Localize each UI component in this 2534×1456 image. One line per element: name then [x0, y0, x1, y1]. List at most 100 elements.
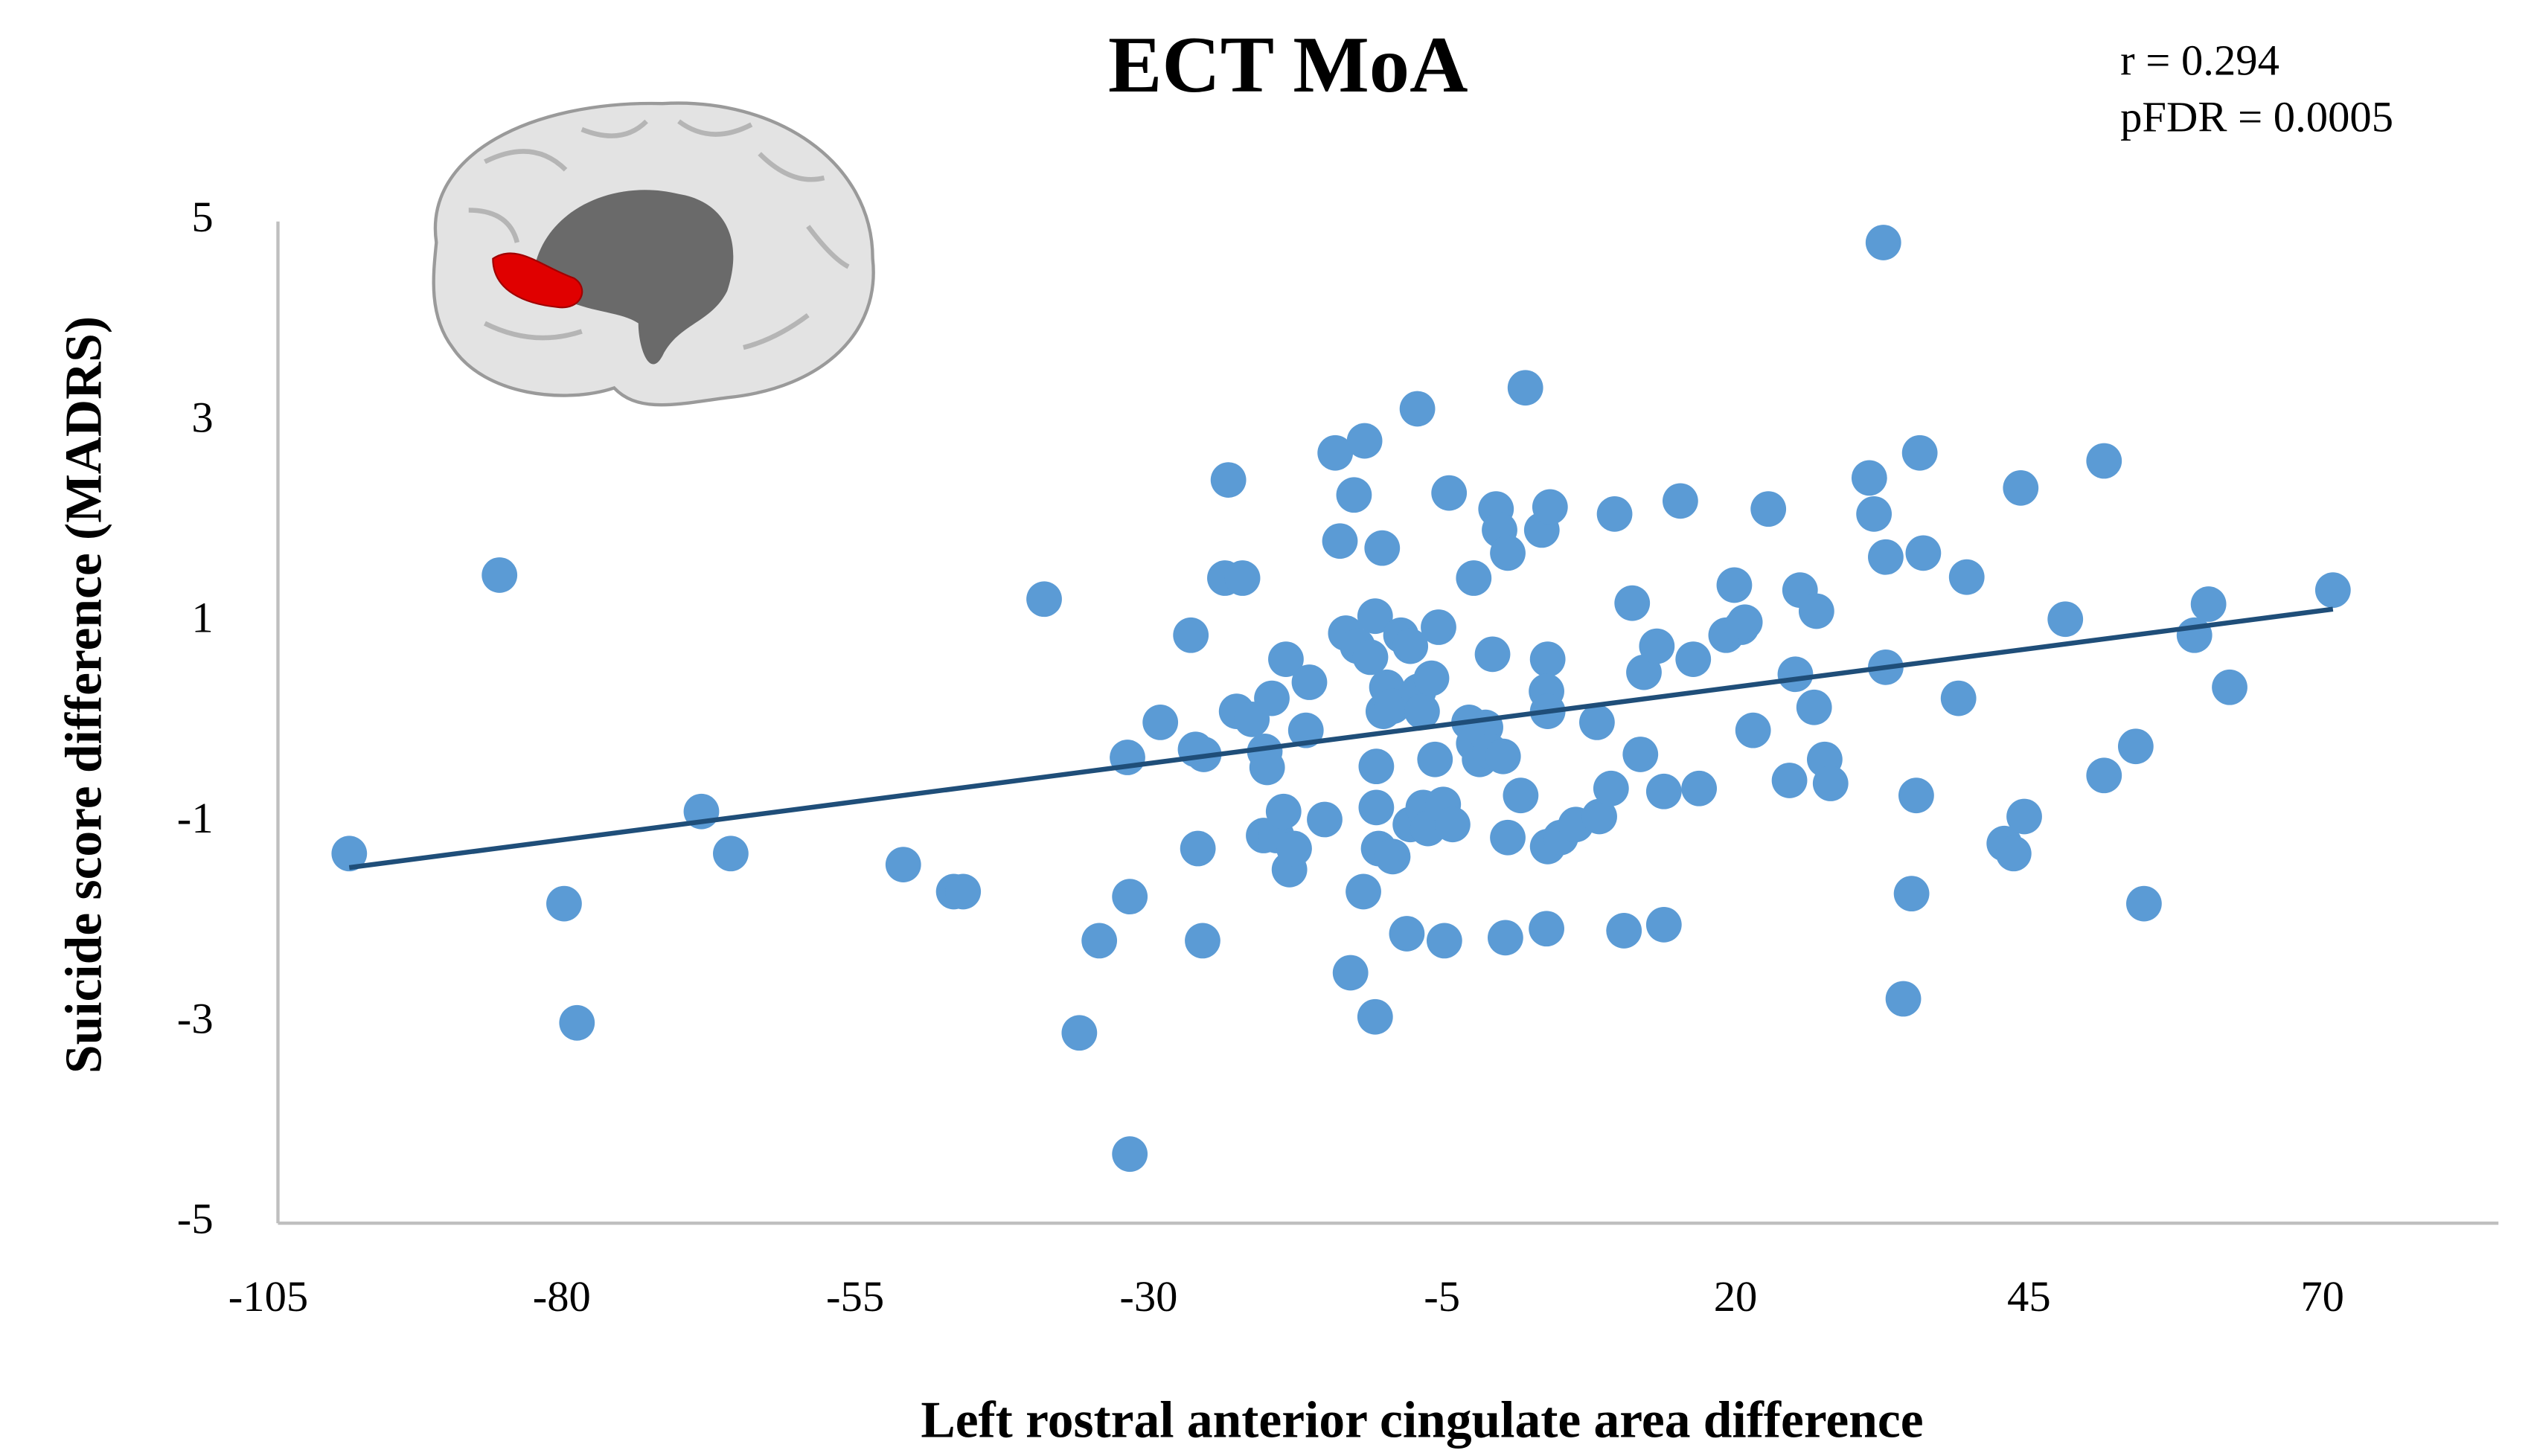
y-tick-label: -5	[177, 1195, 214, 1243]
point	[1268, 641, 1304, 677]
point	[2047, 601, 2084, 638]
point	[2314, 572, 2351, 609]
point	[1112, 1136, 1148, 1173]
point	[1389, 916, 1425, 952]
point	[1893, 876, 1930, 912]
point	[885, 847, 921, 882]
point	[1352, 639, 1389, 676]
point	[1868, 539, 1904, 575]
point	[1614, 585, 1651, 621]
point	[1529, 641, 1566, 677]
x-tick-label: 70	[2300, 1272, 2344, 1321]
point	[1357, 998, 1393, 1035]
point	[1681, 770, 1718, 806]
point	[1404, 693, 1440, 729]
point	[1210, 462, 1247, 498]
x-tick-label: -5	[1424, 1272, 1460, 1321]
point	[1026, 581, 1062, 618]
y-tick-label: 5	[191, 193, 213, 241]
point	[1421, 609, 1456, 645]
point	[1375, 688, 1411, 725]
y-tick-label: 3	[191, 393, 213, 441]
trend-line	[348, 606, 2334, 870]
point	[1413, 660, 1450, 696]
annotation: pFDR = 0.0005	[2120, 93, 2393, 141]
point	[1796, 689, 1832, 725]
point	[1081, 923, 1118, 959]
point	[1532, 489, 1568, 525]
annotation: r = 0.294	[2120, 36, 2279, 85]
x-tick-label: 20	[1714, 1272, 1758, 1321]
point	[1224, 560, 1261, 596]
point	[1798, 593, 1834, 629]
point	[1431, 475, 1468, 511]
x-tick-label: -105	[228, 1272, 308, 1321]
point	[2212, 669, 2247, 705]
brain-illustration	[432, 101, 875, 407]
point	[1358, 748, 1395, 785]
point	[1503, 777, 1539, 814]
point	[1142, 705, 1179, 740]
point	[1593, 770, 1629, 806]
point	[1392, 628, 1429, 664]
point	[1332, 955, 1369, 991]
point	[1375, 838, 1411, 875]
point	[1490, 819, 1526, 856]
point	[1399, 391, 1436, 427]
point	[1663, 483, 1698, 519]
point	[1254, 680, 1290, 716]
x-axis-title: Left rostral anterior cingulate area dif…	[921, 1391, 1923, 1449]
point	[1606, 913, 1642, 949]
point	[1346, 873, 1381, 910]
x-tick-label: -55	[826, 1272, 884, 1321]
point	[1581, 798, 1617, 835]
x-tick-label: 45	[2007, 1272, 2051, 1321]
point	[559, 1004, 595, 1041]
point	[2190, 586, 2227, 622]
point	[2126, 885, 2162, 922]
point	[945, 873, 982, 910]
chart-title: ECT MoA	[1108, 20, 1468, 109]
point	[1291, 664, 1328, 700]
point	[1735, 712, 1771, 748]
point	[1346, 423, 1383, 459]
y-tick-label: 1	[191, 594, 213, 642]
point	[1579, 705, 1615, 740]
point	[1727, 604, 1763, 641]
point	[1287, 712, 1324, 748]
point	[1885, 981, 1922, 1017]
point	[1645, 773, 1682, 809]
point	[1336, 477, 1372, 513]
point	[1851, 460, 1887, 496]
point	[713, 836, 749, 872]
point	[2003, 469, 2039, 506]
point	[1645, 906, 1682, 943]
point	[1358, 789, 1395, 826]
point	[1856, 496, 1892, 532]
point	[1364, 530, 1401, 566]
point	[1112, 879, 1148, 915]
point	[1173, 617, 1209, 653]
point	[546, 885, 582, 922]
point	[1771, 763, 1808, 798]
x-tick-label: -30	[1119, 1272, 1177, 1321]
point	[481, 557, 518, 593]
point	[1507, 370, 1543, 406]
point	[1456, 560, 1492, 596]
point	[1812, 766, 1849, 801]
x-tick-label: -80	[533, 1272, 591, 1321]
y-axis-title: Suicide score difference (MADRS)	[55, 316, 112, 1074]
point	[2006, 798, 2042, 835]
point	[1276, 830, 1312, 867]
point	[1948, 559, 1985, 595]
point	[1426, 923, 1462, 959]
point	[2086, 443, 2122, 479]
point	[1777, 656, 1814, 693]
point	[1307, 801, 1343, 838]
point	[1490, 535, 1526, 571]
point	[1249, 749, 1285, 786]
point	[1529, 911, 1564, 947]
point	[1180, 830, 1216, 867]
